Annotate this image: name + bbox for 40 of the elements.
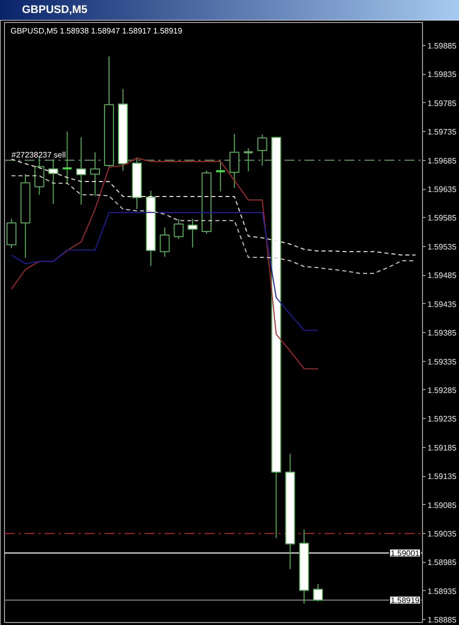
candlestick	[257, 134, 268, 166]
y-tick-label: 1.59685	[428, 156, 457, 166]
candlestick	[90, 152, 100, 196]
y-tick-label: 1.59185	[428, 443, 457, 452]
y-tick-label: 1.58985	[428, 558, 457, 568]
candlestick	[242, 148, 254, 172]
candlestick	[160, 226, 170, 258]
candlestick	[313, 584, 323, 602]
y-tick-label: 1.59535	[428, 242, 457, 252]
candlestick	[174, 218, 184, 240]
candlestick	[76, 136, 86, 206]
line-series	[10, 158, 318, 370]
candlestick	[34, 156, 44, 196]
y-tick-label: 1.59285	[428, 386, 457, 395]
y-tick-label: 1.59885	[428, 41, 457, 50]
y-tick-label: 1.59735	[428, 128, 457, 137]
y-tick-label: 1.59585	[428, 214, 457, 223]
candlestick	[229, 133, 240, 188]
y-tick-label: 1.59135	[428, 472, 457, 482]
text: GBPUSD,M5 1.58938 1.58947 1.58917 1.58919	[10, 26, 183, 36]
candlestick	[215, 160, 226, 192]
y-tick-label: 1.59485	[428, 271, 457, 280]
line-series	[10, 158, 416, 256]
y-tick-label: 1.59235	[428, 414, 457, 424]
chart-title: GBPUSD,M5	[22, 3, 88, 18]
y-tick-label: 1.58935	[428, 586, 457, 596]
y-tick-label: 1.59335	[428, 357, 457, 366]
y-tick-label: 1.59385	[428, 328, 457, 338]
y-tick-label: 1.59085	[428, 500, 457, 510]
ref-line-label: 1.58919	[390, 596, 420, 606]
y-tick-label: 1.59835	[428, 70, 457, 80]
y-tick-label: 1.59635	[428, 185, 457, 194]
ref-line-label: 1.59001	[390, 549, 420, 558]
y-tick-label: 1.59035	[428, 530, 457, 539]
y-tick-label: 1.59435	[428, 300, 457, 309]
ref-line-label: #27238237 sell	[12, 150, 66, 160]
y-tick-label: 1.58885	[428, 616, 457, 625]
candlestick	[188, 218, 198, 248]
y-tick-label: 1.59785	[428, 98, 457, 108]
line-series	[10, 212, 318, 331]
